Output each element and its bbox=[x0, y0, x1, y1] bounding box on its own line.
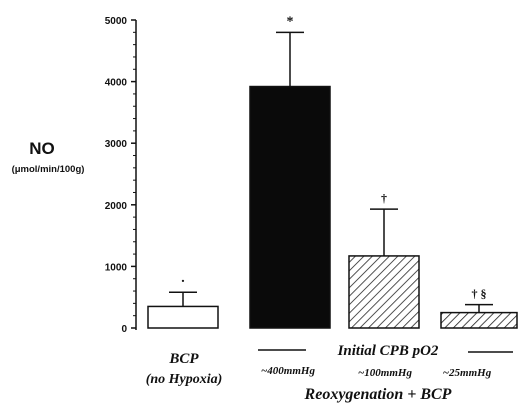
group-title: Reoxygenation + BCP bbox=[304, 386, 452, 403]
bar bbox=[440, 311, 518, 329]
y-tick-label: 4000 bbox=[105, 78, 128, 89]
bar bbox=[249, 85, 331, 329]
bar-label-400: ~400mmHg bbox=[261, 365, 315, 377]
y-axis-ticks: 0 1000 2000 3000 4000 5000 bbox=[105, 16, 136, 335]
significance-marker: † bbox=[381, 191, 387, 205]
bar-label-bcp-sub: (no Hypoxia) bbox=[146, 372, 223, 387]
significance-marker: * bbox=[287, 14, 294, 29]
bar bbox=[147, 305, 219, 329]
bar bbox=[348, 255, 420, 329]
y-tick-label: 0 bbox=[121, 324, 127, 335]
bars: · * † † § bbox=[147, 14, 518, 329]
y-axis-unit: (μmol/min/100g) bbox=[12, 164, 85, 175]
bar-label-25: ~25mmHg bbox=[443, 367, 492, 379]
y-tick-label: 3000 bbox=[105, 139, 128, 150]
bar-label-100: ~100mmHg bbox=[358, 367, 412, 379]
y-tick-label: 5000 bbox=[105, 16, 128, 27]
significance-marker: · bbox=[181, 274, 186, 289]
significance-marker: † § bbox=[472, 287, 487, 301]
y-axis-label: NO bbox=[29, 139, 55, 158]
y-tick-label: 1000 bbox=[105, 262, 128, 273]
bar-label-bcp: BCP bbox=[168, 351, 199, 367]
y-tick-label: 2000 bbox=[105, 201, 128, 212]
group-label: Initial CPB pO2 bbox=[337, 343, 439, 359]
